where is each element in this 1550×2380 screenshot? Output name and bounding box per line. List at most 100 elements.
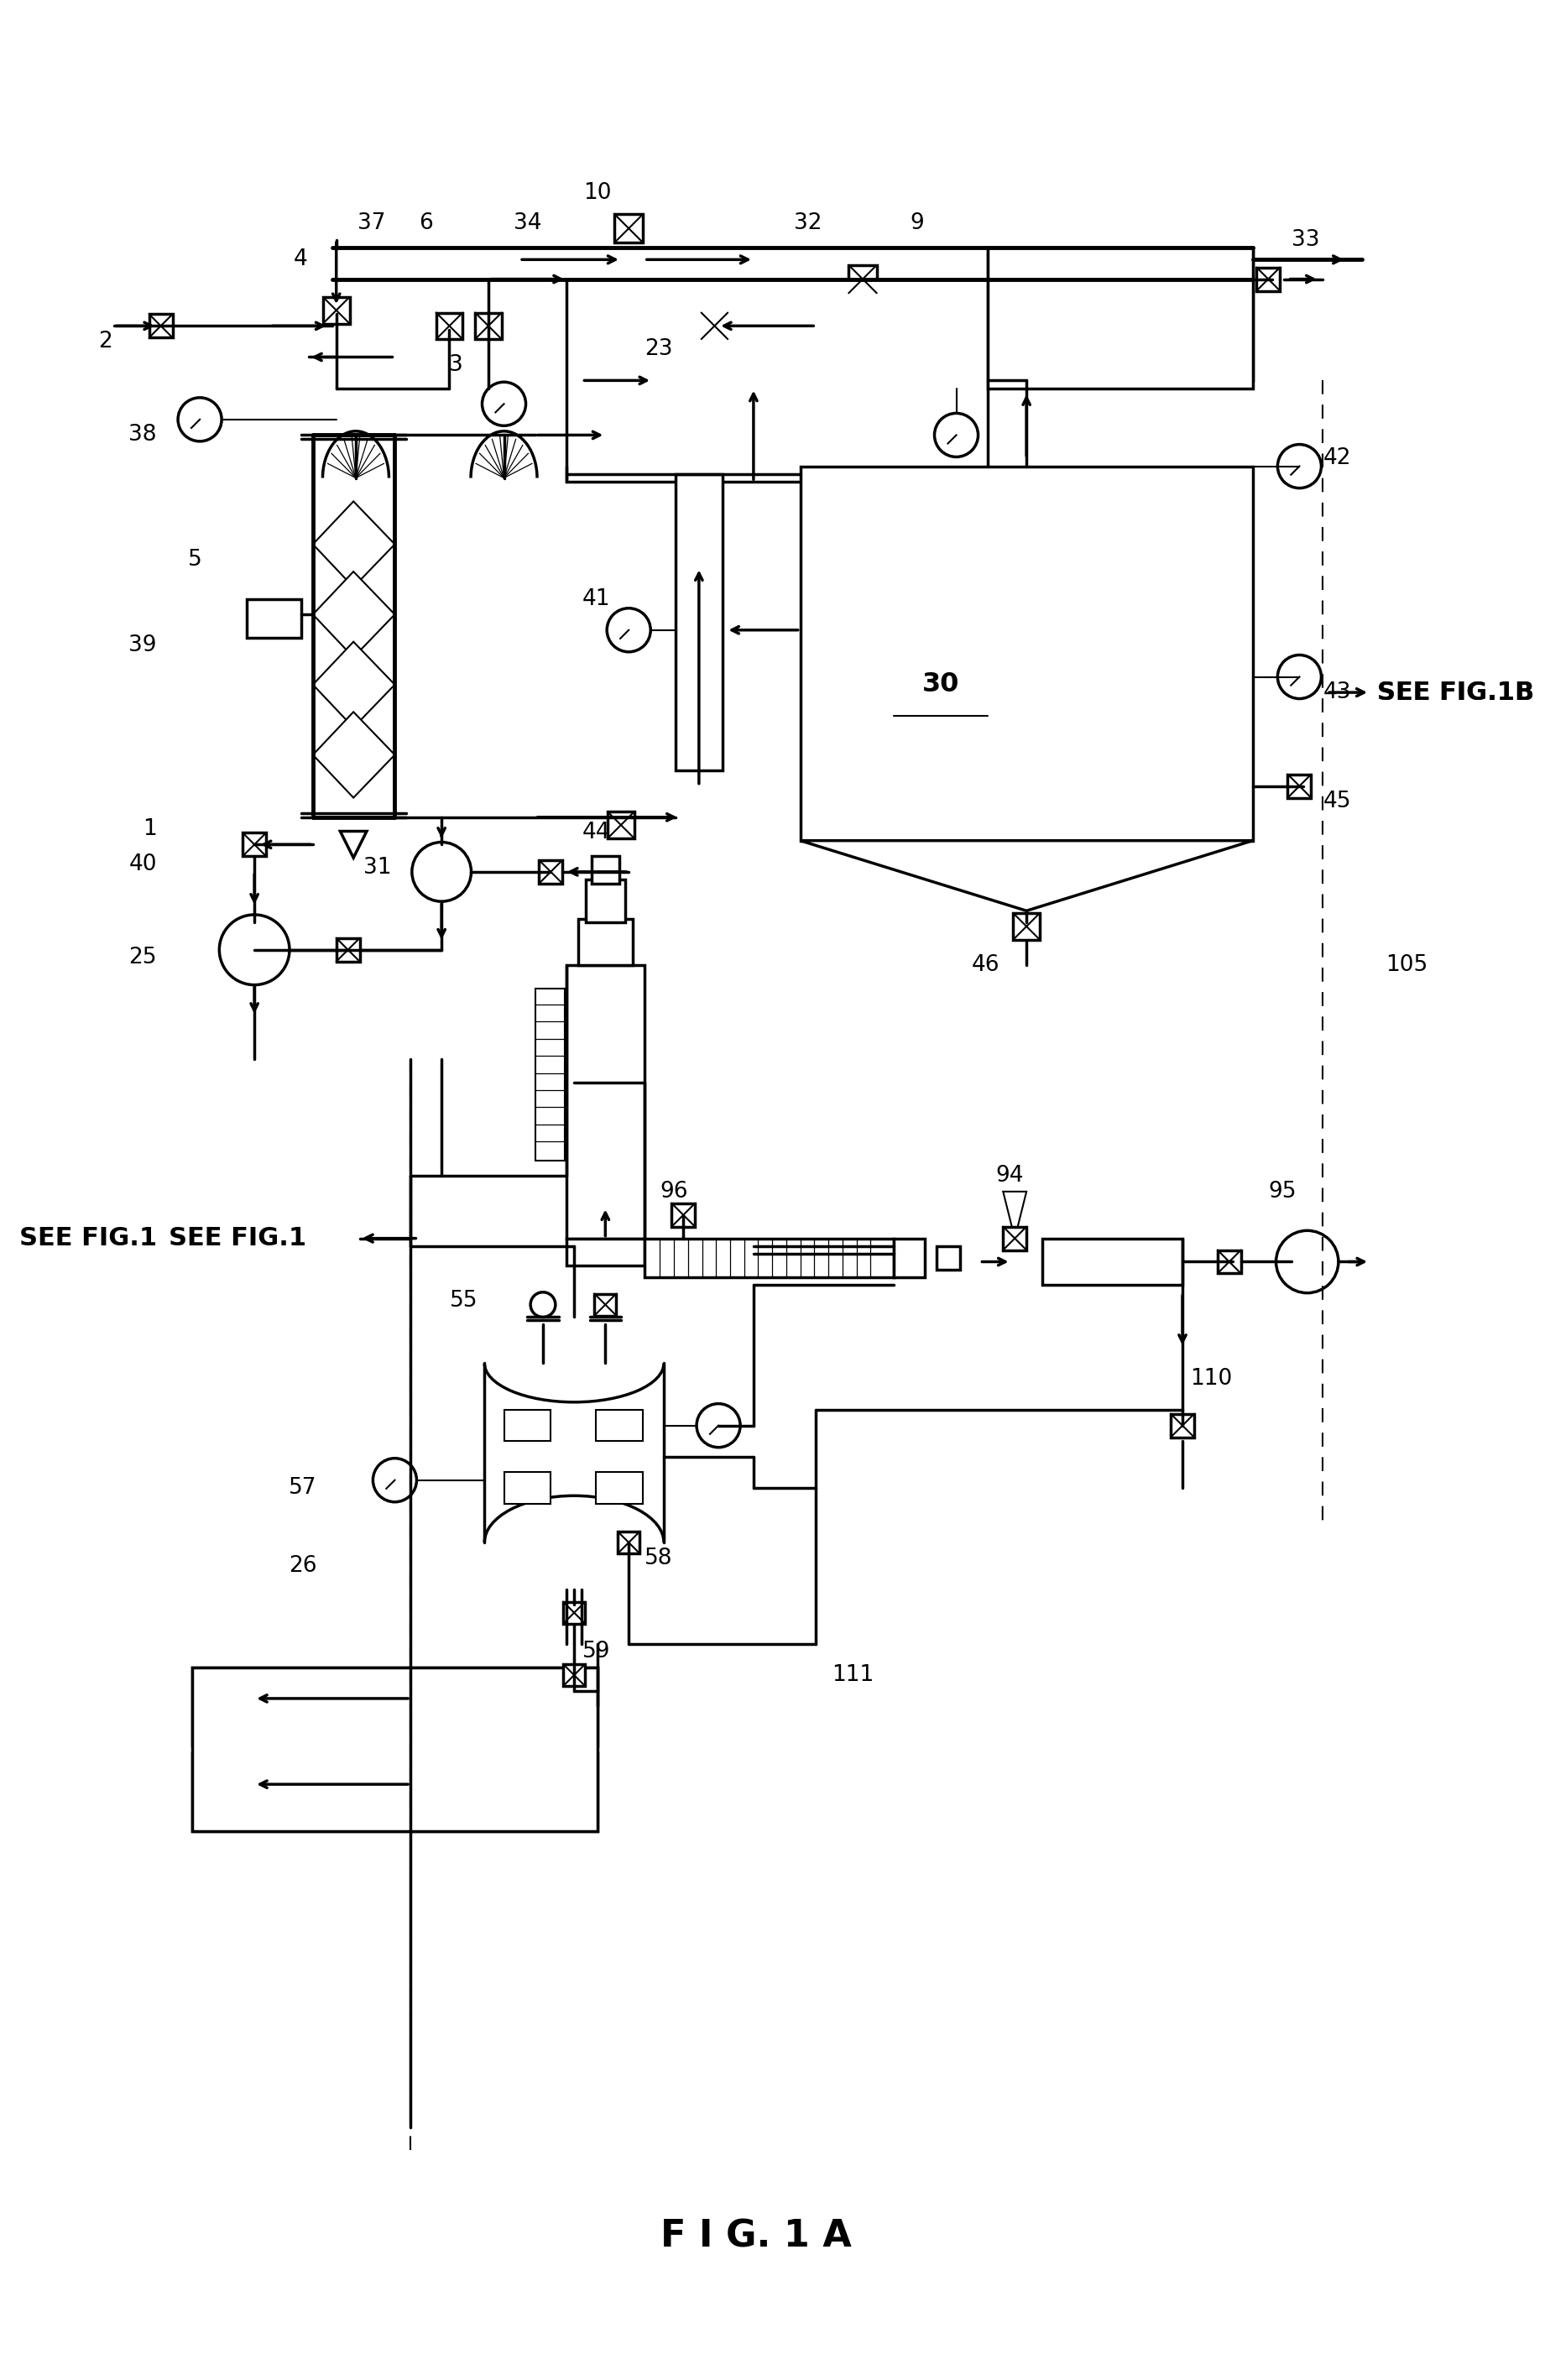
Text: 9: 9 bbox=[910, 212, 924, 233]
Text: 5: 5 bbox=[188, 550, 202, 571]
Bar bbox=[936, 1247, 959, 1269]
Bar bbox=[192, 1754, 598, 1830]
Bar bbox=[322, 298, 350, 324]
Text: 31: 31 bbox=[364, 857, 392, 878]
Bar bbox=[563, 1664, 584, 1685]
Text: 95: 95 bbox=[1268, 1180, 1296, 1202]
Bar bbox=[243, 833, 267, 857]
Circle shape bbox=[935, 414, 978, 457]
Circle shape bbox=[1277, 445, 1321, 488]
Bar bbox=[539, 859, 563, 883]
Text: 30: 30 bbox=[922, 671, 959, 697]
Bar bbox=[800, 466, 1252, 840]
Text: 57: 57 bbox=[288, 1478, 316, 1499]
Circle shape bbox=[482, 383, 525, 426]
Bar bbox=[615, 214, 643, 243]
Bar bbox=[618, 1533, 640, 1554]
Bar bbox=[597, 1409, 643, 1442]
Text: 41: 41 bbox=[581, 588, 611, 609]
Bar bbox=[591, 857, 620, 883]
Bar bbox=[1257, 267, 1280, 290]
Bar bbox=[597, 1473, 643, 1504]
Text: 105: 105 bbox=[1386, 954, 1428, 976]
Bar bbox=[987, 248, 1252, 388]
Text: SEE FIG.1: SEE FIG.1 bbox=[169, 1226, 307, 1250]
Text: 25: 25 bbox=[129, 947, 157, 969]
Circle shape bbox=[412, 843, 471, 902]
Bar bbox=[701, 312, 728, 338]
Text: 94: 94 bbox=[995, 1166, 1023, 1188]
Bar bbox=[566, 278, 987, 481]
Bar bbox=[586, 881, 625, 923]
Bar bbox=[1003, 1226, 1026, 1250]
Text: 58: 58 bbox=[645, 1547, 673, 1568]
Bar bbox=[566, 966, 645, 1238]
Bar bbox=[1042, 1238, 1183, 1285]
Polygon shape bbox=[313, 502, 395, 588]
Text: 43: 43 bbox=[1322, 681, 1352, 704]
Text: 110: 110 bbox=[1190, 1368, 1232, 1390]
Text: 39: 39 bbox=[129, 635, 157, 657]
Text: 1: 1 bbox=[143, 819, 157, 840]
Bar bbox=[149, 314, 172, 338]
Text: 46: 46 bbox=[972, 954, 1000, 976]
Polygon shape bbox=[800, 840, 1252, 912]
Circle shape bbox=[1277, 655, 1321, 700]
Bar bbox=[608, 812, 634, 838]
Circle shape bbox=[608, 609, 651, 652]
Text: 42: 42 bbox=[1322, 447, 1352, 469]
Bar bbox=[1218, 1250, 1242, 1273]
Circle shape bbox=[374, 1459, 417, 1502]
Circle shape bbox=[1276, 1230, 1339, 1292]
Polygon shape bbox=[313, 571, 395, 657]
Text: 111: 111 bbox=[831, 1664, 874, 1685]
Text: 96: 96 bbox=[660, 1180, 688, 1202]
Text: 38: 38 bbox=[129, 424, 157, 445]
Bar bbox=[676, 474, 722, 771]
Text: 37: 37 bbox=[358, 212, 386, 233]
Bar bbox=[1014, 914, 1040, 940]
Text: 44: 44 bbox=[581, 821, 611, 845]
Polygon shape bbox=[313, 643, 395, 728]
Bar bbox=[192, 1668, 598, 1830]
Circle shape bbox=[530, 1292, 555, 1316]
Text: 59: 59 bbox=[581, 1640, 611, 1664]
Polygon shape bbox=[339, 831, 367, 857]
Circle shape bbox=[696, 1404, 741, 1447]
Bar bbox=[849, 264, 877, 293]
Bar bbox=[595, 1295, 617, 1316]
Text: F I G. 1 A: F I G. 1 A bbox=[660, 2218, 851, 2254]
Bar bbox=[563, 1602, 584, 1623]
Bar bbox=[566, 1238, 645, 1266]
Bar bbox=[246, 600, 301, 638]
Circle shape bbox=[178, 397, 222, 440]
Text: 33: 33 bbox=[1291, 228, 1319, 250]
Bar bbox=[645, 1238, 894, 1278]
Text: 55: 55 bbox=[450, 1290, 477, 1311]
Bar bbox=[504, 1473, 550, 1504]
Bar bbox=[504, 1409, 550, 1442]
Bar bbox=[1288, 774, 1311, 797]
Bar bbox=[987, 248, 1252, 381]
Bar bbox=[1170, 1414, 1193, 1438]
Text: 32: 32 bbox=[794, 212, 822, 233]
Polygon shape bbox=[313, 712, 395, 797]
Text: 3: 3 bbox=[450, 355, 463, 376]
Text: SEE FIG.1: SEE FIG.1 bbox=[19, 1226, 157, 1250]
Polygon shape bbox=[1003, 1192, 1026, 1238]
Text: 23: 23 bbox=[645, 338, 673, 359]
Circle shape bbox=[219, 914, 290, 985]
Bar bbox=[192, 1668, 598, 1745]
Text: 45: 45 bbox=[1322, 790, 1352, 812]
Bar bbox=[336, 938, 360, 962]
Text: 26: 26 bbox=[288, 1554, 316, 1578]
Text: 6: 6 bbox=[419, 212, 432, 233]
Bar bbox=[476, 312, 502, 338]
Text: 4: 4 bbox=[293, 248, 307, 271]
Bar bbox=[578, 919, 632, 966]
Bar bbox=[436, 312, 462, 338]
Text: 10: 10 bbox=[583, 183, 612, 205]
Text: 40: 40 bbox=[129, 852, 157, 876]
Text: 2: 2 bbox=[98, 331, 113, 352]
Bar bbox=[535, 988, 564, 1161]
